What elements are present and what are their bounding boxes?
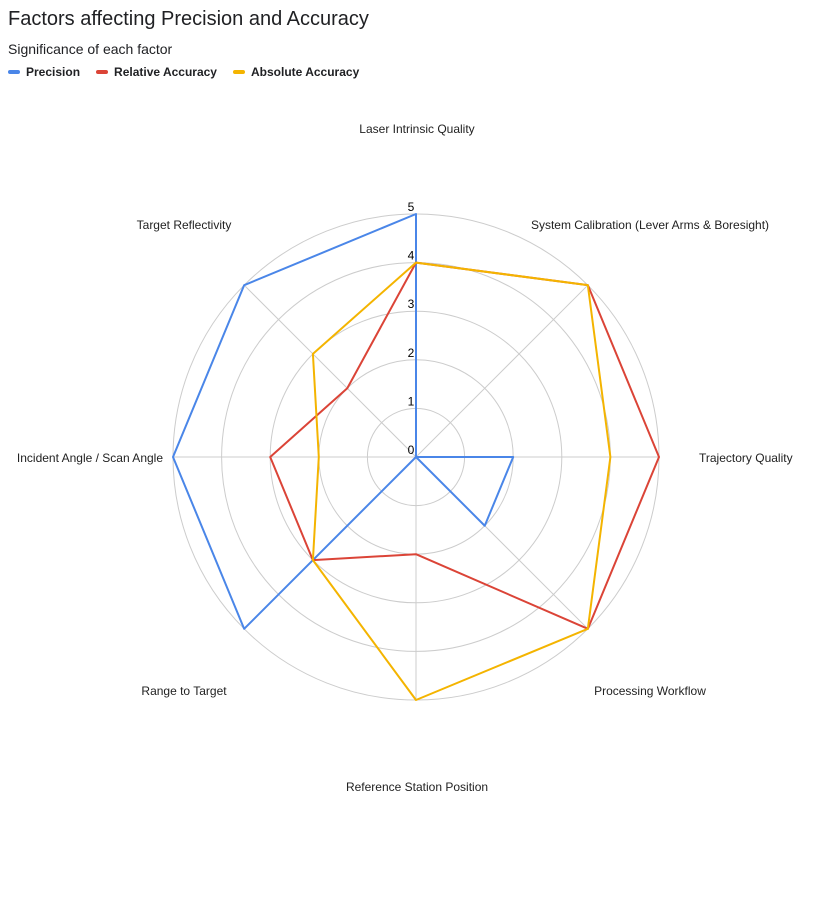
category-label-1: System Calibration (Lever Arms & Boresig… xyxy=(531,218,769,232)
series-line-absolute-accuracy xyxy=(311,261,612,701)
tick-label-3: 3 xyxy=(408,297,415,311)
tick-label-1: 1 xyxy=(408,394,415,408)
tick-label-4: 4 xyxy=(408,249,415,263)
series-line-precision xyxy=(172,213,515,630)
legend-swatch-absolute-accuracy xyxy=(232,70,245,74)
category-label-7: Target Reflectivity xyxy=(137,218,232,232)
category-label-2: Trajectory Quality xyxy=(699,451,793,465)
category-label-3: Processing Workflow xyxy=(594,684,706,698)
category-label-4: Reference Station Position xyxy=(346,780,488,794)
legend-item-relative-accuracy[interactable]: Relative Accuracy xyxy=(96,65,217,79)
tick-label-5: 5 xyxy=(408,200,415,214)
category-label-6: Incident Angle / Scan Angle xyxy=(17,451,163,465)
legend: Precision Relative Accuracy Absolute Acc… xyxy=(8,65,359,79)
legend-item-precision[interactable]: Precision xyxy=(8,65,80,79)
category-label-5: Range to Target xyxy=(141,684,227,698)
legend-swatch-precision xyxy=(8,70,20,74)
legend-label-absolute-accuracy: Absolute Accuracy xyxy=(250,65,360,79)
category-label-0: Laser Intrinsic Quality xyxy=(359,122,474,136)
legend-swatch-relative-accuracy xyxy=(96,70,109,74)
chart-title: Factors affecting Precision and Accuracy xyxy=(8,8,369,30)
tick-label-2: 2 xyxy=(408,346,415,360)
legend-label-relative-accuracy: Relative Accuracy xyxy=(114,65,217,79)
axis-spoke-7 xyxy=(243,284,417,458)
legend-item-absolute-accuracy[interactable]: Absolute Accuracy xyxy=(232,65,360,79)
axis-spoke-1 xyxy=(415,284,589,458)
legend-label-precision: Precision xyxy=(26,65,81,79)
tick-label-0: 0 xyxy=(408,443,415,457)
chart-subtitle: Significance of each factor xyxy=(8,41,173,57)
